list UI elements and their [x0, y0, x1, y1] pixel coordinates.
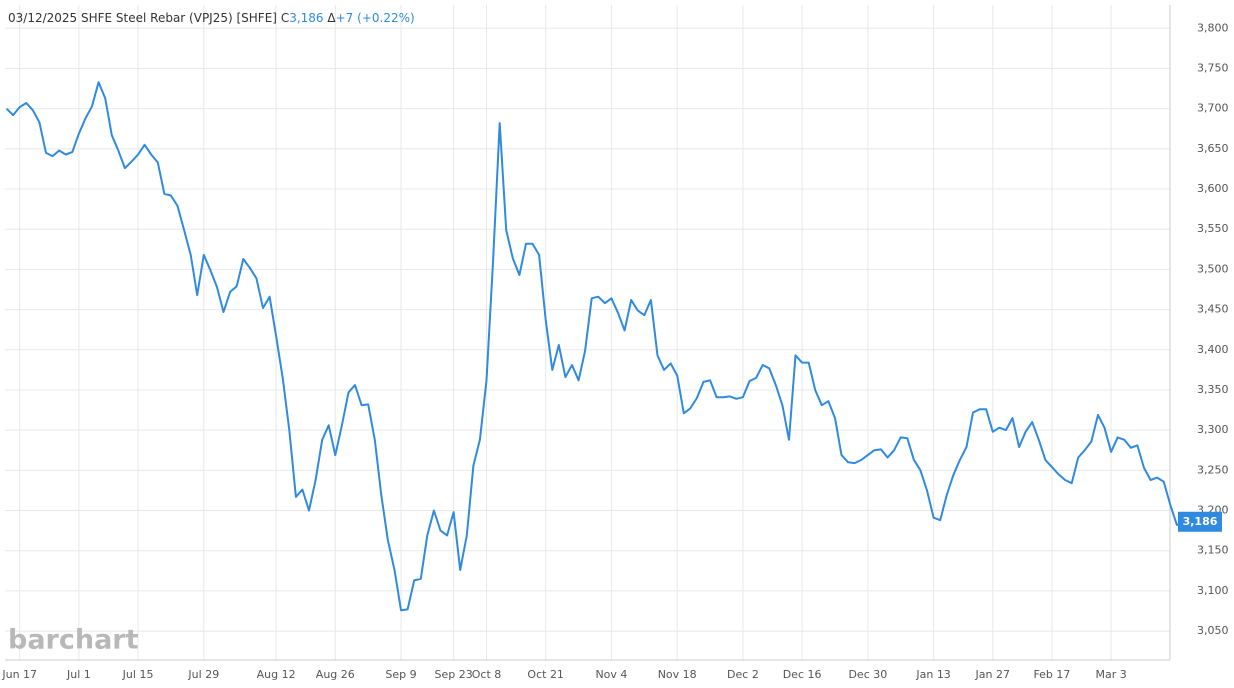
y-tick-label: 3,400: [1197, 343, 1229, 356]
y-tick-label: 3,300: [1197, 423, 1229, 436]
last-price-box: [1178, 511, 1222, 532]
y-tick-label: 3,450: [1197, 303, 1229, 316]
x-tick-label: Feb 17: [1033, 668, 1070, 681]
price-line: [5, 81, 1184, 612]
change-pct: (+0.22%): [357, 11, 415, 25]
change: +7: [336, 11, 354, 25]
x-tick-label: Jul 15: [122, 668, 154, 681]
y-tick-label: 3,750: [1197, 61, 1229, 74]
y-tick-label: 3,600: [1197, 182, 1229, 195]
x-tick-label: Sep 23: [435, 668, 473, 681]
grid: [5, 5, 1170, 660]
x-tick-label: Nov 18: [658, 668, 697, 681]
x-tick-label: Jul 29: [187, 668, 219, 681]
title: 03/12/2025 SHFE Steel Rebar (VPJ25) [SHF…: [8, 11, 277, 25]
y-tick-label: 3,050: [1197, 624, 1229, 637]
y-tick-label: 3,650: [1197, 142, 1229, 155]
y-tick-label: 3,350: [1197, 383, 1229, 396]
close: 3,186: [289, 11, 323, 25]
x-tick-label: Dec 16: [783, 668, 822, 681]
x-tick-label: Jul 1: [66, 668, 91, 681]
x-tick-label: Jun 17: [1, 668, 37, 681]
y-tick-label: 3,700: [1197, 102, 1229, 115]
y-tick-label: 3,800: [1197, 21, 1229, 34]
last-price-label: 3,186: [1183, 515, 1218, 528]
y-tick-label: 3,500: [1197, 262, 1229, 275]
x-tick-label: Jan 13: [915, 668, 950, 681]
watermark: barchart: [8, 625, 139, 656]
x-tick-label: Mar 3: [1095, 668, 1126, 681]
x-tick-label: Oct 8: [472, 668, 502, 681]
change-prefix: Δ: [327, 11, 336, 25]
x-tick-label: Aug 26: [316, 668, 355, 681]
chart-header: 03/12/2025 SHFE Steel Rebar (VPJ25) [SHF…: [8, 11, 415, 25]
y-tick-label: 3,550: [1197, 222, 1229, 235]
x-tick-label: Jan 27: [975, 668, 1010, 681]
x-tick-label: Oct 21: [527, 668, 564, 681]
x-tick-label: Nov 4: [595, 668, 627, 681]
x-tick-label: Dec 2: [727, 668, 759, 681]
y-tick-label: 3,250: [1197, 463, 1229, 476]
x-tick-label: Sep 9: [385, 668, 416, 681]
x-tick-label: Aug 12: [257, 668, 296, 681]
x-tick-label: Dec 30: [848, 668, 887, 681]
y-tick-label: 3,100: [1197, 584, 1229, 597]
y-tick-label: 3,150: [1197, 544, 1229, 557]
close-prefix: C: [281, 11, 289, 25]
